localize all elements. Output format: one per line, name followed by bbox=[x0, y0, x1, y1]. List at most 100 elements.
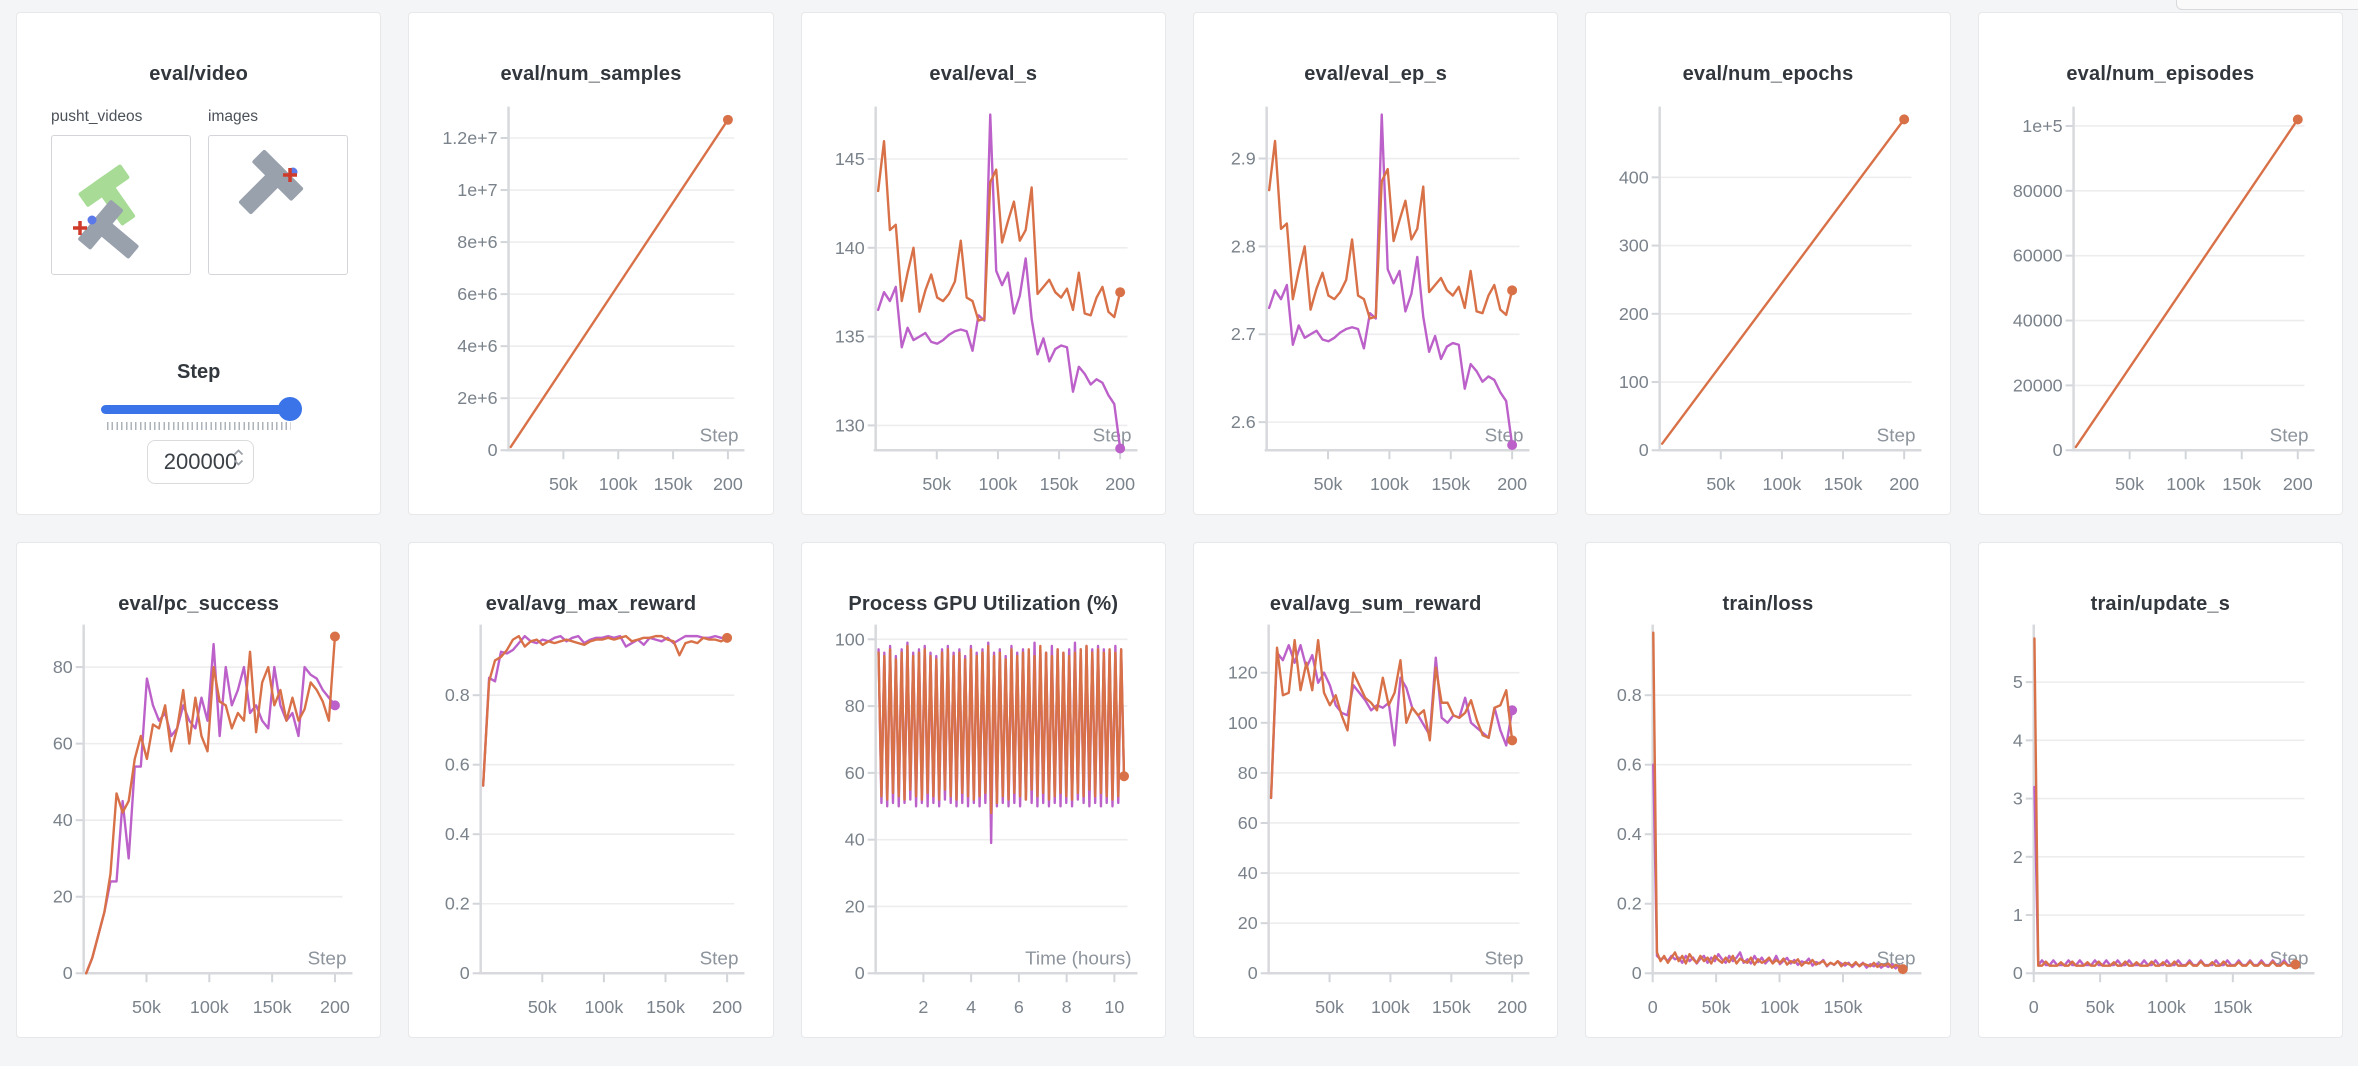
step-slider[interactable] bbox=[101, 405, 298, 414]
svg-text:0: 0 bbox=[1632, 963, 1642, 983]
svg-text:0.4: 0.4 bbox=[445, 824, 470, 844]
svg-text:0: 0 bbox=[854, 963, 864, 983]
panel-train-update-s: train/update_s 0 1 2 3 4 5 0 50k 100k 150k Step bbox=[1977, 542, 2343, 1038]
chart-eval-avg-sum-reward[interactable]: 0 20 40 60 80 100 120 50k 100k 150k 200 Step bbox=[1194, 543, 1557, 1037]
svg-text:400: 400 bbox=[1619, 167, 1649, 187]
chart-title: eval/num_samples bbox=[500, 63, 682, 85]
chart-eval-num-episodes[interactable]: 0 20000 40000 60000 80000 1e+5 50k 100k 150k 200 S… bbox=[1979, 13, 2342, 514]
chart-eval-num-epochs[interactable]: 0 100 200 300 400 50k 100k 150k 200 Step bbox=[1586, 13, 1949, 514]
partial-overlay-panel bbox=[2176, 0, 2358, 10]
end-dot-purple bbox=[1507, 440, 1518, 450]
svg-text:0: 0 bbox=[63, 963, 73, 983]
svg-text:150k: 150k bbox=[1824, 474, 1863, 494]
chart-eval-num-samples[interactable]: 0 2e+6 4e+6 6e+6 8e+6 1e+7 1.2e+7 50k 100k 150k 20… bbox=[409, 13, 772, 514]
panel-eval-avg-sum-reward: eval/avg_sum_reward 0 20 40 60 80 100 120 50k 100… bbox=[1193, 542, 1559, 1038]
step-input[interactable]: 200000 bbox=[147, 440, 254, 484]
svg-text:200: 200 bbox=[2283, 474, 2313, 494]
svg-text:20: 20 bbox=[53, 887, 73, 907]
series-line-orange bbox=[877, 644, 1125, 815]
svg-text:80: 80 bbox=[844, 696, 864, 716]
svg-text:40: 40 bbox=[844, 830, 864, 850]
target-cross-icon bbox=[73, 221, 87, 235]
panel-eval-video: eval/video pusht_videos images bbox=[16, 12, 382, 515]
svg-text:2.6: 2.6 bbox=[1231, 412, 1256, 432]
svg-text:10: 10 bbox=[1104, 997, 1124, 1017]
panel-eval-num-samples: eval/num_samples 0 2e+6 4e+6 6e+6 8e+6 1e+7 1.2… bbox=[408, 12, 774, 515]
svg-text:40000: 40000 bbox=[2012, 311, 2062, 331]
panel-eval-num-episodes: eval/num_episodes 0 20000 40000 60000 80000 1e… bbox=[1977, 12, 2343, 515]
series-line-orange bbox=[84, 635, 337, 975]
svg-text:50k: 50k bbox=[1702, 997, 1731, 1017]
svg-text:0: 0 bbox=[488, 440, 498, 460]
x-axis-label: Step bbox=[308, 948, 347, 969]
svg-text:80: 80 bbox=[1238, 763, 1258, 783]
svg-text:100k: 100k bbox=[599, 474, 638, 494]
svg-text:150k: 150k bbox=[1431, 474, 1470, 494]
series-line-orange bbox=[1652, 631, 1905, 971]
chart-eval-eval-ep-s[interactable]: 2.6 2.7 2.8 2.9 50k 100k 150k 200 Step bbox=[1194, 13, 1557, 514]
series-line-purple bbox=[84, 642, 337, 975]
svg-text:100k: 100k bbox=[1371, 997, 1410, 1017]
stepper-arrows[interactable] bbox=[233, 449, 244, 466]
svg-text:120: 120 bbox=[1228, 663, 1258, 683]
target-cross-icon bbox=[283, 168, 297, 182]
chart-process-gpu-utilization[interactable]: 0 20 40 60 80 100 2 4 6 8 10 Time (hours) bbox=[802, 543, 1165, 1037]
video-thumbnail-images[interactable] bbox=[208, 135, 348, 275]
svg-text:0: 0 bbox=[2012, 963, 2022, 983]
svg-text:4: 4 bbox=[966, 997, 976, 1017]
svg-text:80: 80 bbox=[53, 657, 73, 677]
svg-text:0: 0 bbox=[2028, 997, 2038, 1017]
svg-text:0.8: 0.8 bbox=[1617, 685, 1642, 705]
chart-eval-avg-max-reward[interactable]: 0 0.2 0.4 0.6 0.8 50k 100k 150k 200 Step bbox=[409, 543, 772, 1037]
svg-text:50k: 50k bbox=[1707, 474, 1736, 494]
svg-text:6e+6: 6e+6 bbox=[458, 284, 498, 304]
spinner-up-icon[interactable] bbox=[233, 449, 244, 456]
image-group-label: images bbox=[208, 108, 258, 125]
svg-text:0: 0 bbox=[460, 963, 470, 983]
svg-text:200: 200 bbox=[712, 997, 742, 1017]
chart-title: eval/eval_ep_s bbox=[1304, 63, 1448, 85]
video-thumbnail-pusht[interactable] bbox=[51, 135, 191, 275]
chart-title: train/update_s bbox=[2090, 593, 2231, 615]
svg-text:100: 100 bbox=[1228, 713, 1258, 733]
end-dot-orange bbox=[2292, 114, 2303, 125]
svg-text:2: 2 bbox=[918, 997, 928, 1017]
spinner-down-icon[interactable] bbox=[233, 459, 244, 466]
svg-text:2.9: 2.9 bbox=[1231, 149, 1256, 169]
chart-eval-eval-s[interactable]: 130 135 140 145 50k 100k 150k 200 Step bbox=[802, 13, 1165, 514]
x-axis-label: Step bbox=[1877, 425, 1916, 446]
svg-text:8: 8 bbox=[1061, 997, 1071, 1017]
end-dot-orange bbox=[722, 632, 733, 643]
end-dot-orange bbox=[1118, 771, 1129, 782]
chart-eval-pc-success[interactable]: 0 20 40 60 80 50k 100k 150k 200 Step bbox=[17, 543, 380, 1037]
panel-eval-num-epochs: eval/num_epochs 0 100 200 300 400 50k 100k 150k 2… bbox=[1585, 12, 1951, 515]
slider-thumb[interactable] bbox=[278, 397, 302, 421]
svg-text:150k: 150k bbox=[1432, 997, 1471, 1017]
svg-text:0.2: 0.2 bbox=[1617, 894, 1642, 914]
panel-eval-eval-ep-s: eval/eval_ep_s 2.6 2.7 2.8 2.9 50k 100k 150k 200… bbox=[1193, 12, 1559, 515]
x-axis-label: Step bbox=[700, 425, 739, 446]
x-axis-label: Step bbox=[1092, 425, 1131, 446]
chart-title: Process GPU Utilization (%) bbox=[848, 593, 1119, 615]
svg-text:200: 200 bbox=[1890, 474, 1920, 494]
chart-title: eval/eval_s bbox=[929, 63, 1038, 85]
svg-text:2.7: 2.7 bbox=[1231, 324, 1256, 344]
step-slider-label: Step bbox=[176, 361, 221, 383]
svg-text:150k: 150k bbox=[253, 997, 292, 1017]
svg-text:200: 200 bbox=[1105, 474, 1135, 494]
svg-text:100: 100 bbox=[834, 629, 864, 649]
x-axis-label: Step bbox=[1485, 425, 1524, 446]
svg-text:60000: 60000 bbox=[2012, 246, 2062, 266]
series-line-purple bbox=[2032, 785, 2297, 967]
svg-text:20: 20 bbox=[844, 896, 864, 916]
svg-text:40: 40 bbox=[53, 810, 73, 830]
panel-process-gpu-utilization: Process GPU Utilization (%) 0 20 40 60 80 100 2… bbox=[800, 542, 1166, 1038]
end-dot-orange bbox=[1898, 964, 1909, 975]
svg-text:145: 145 bbox=[834, 149, 864, 169]
svg-text:100k: 100k bbox=[2166, 474, 2205, 494]
svg-text:2e+6: 2e+6 bbox=[458, 388, 498, 408]
svg-text:5: 5 bbox=[2012, 672, 2022, 692]
svg-text:1: 1 bbox=[2012, 905, 2022, 925]
